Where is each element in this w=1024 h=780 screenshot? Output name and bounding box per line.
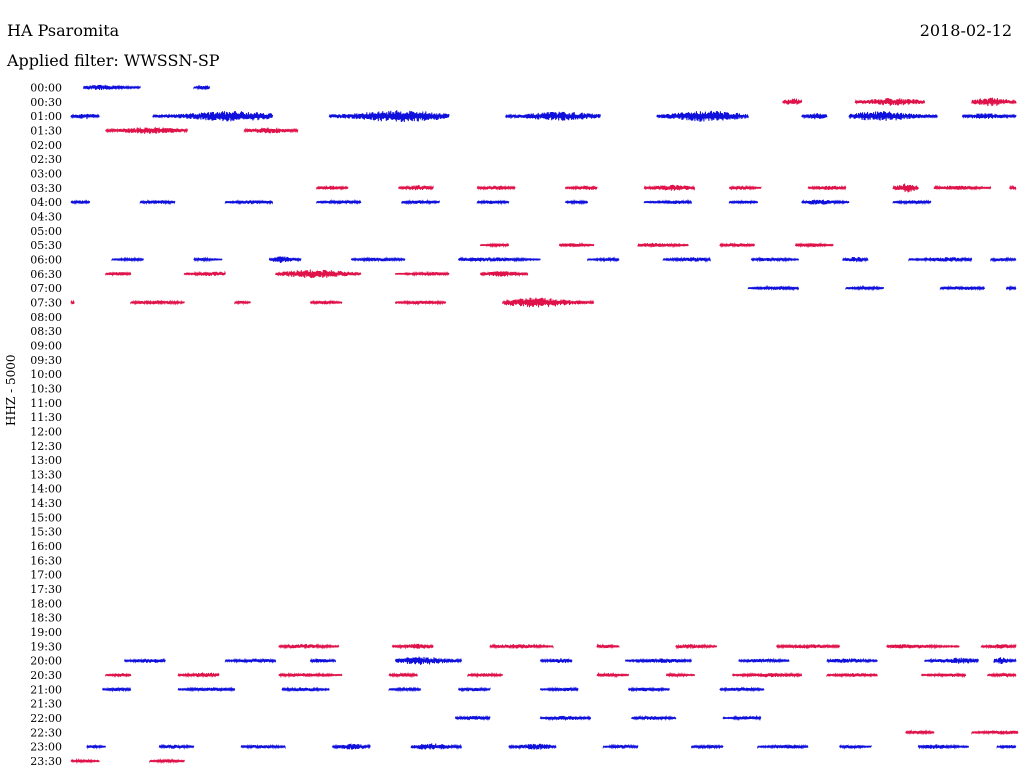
trace-segment bbox=[826, 657, 878, 664]
row-label: 06:30 bbox=[30, 268, 62, 281]
row-label: 14:00 bbox=[30, 483, 62, 496]
row-label: 03:00 bbox=[30, 167, 62, 180]
row-label: 07:00 bbox=[30, 282, 62, 295]
trace-segment bbox=[240, 743, 286, 750]
row-label: 21:00 bbox=[30, 683, 62, 696]
row-label: 14:30 bbox=[30, 497, 62, 510]
row-label: 11:00 bbox=[30, 397, 62, 410]
row-label: 23:00 bbox=[30, 741, 62, 754]
row-label: 12:00 bbox=[30, 425, 62, 438]
row-label: 20:30 bbox=[30, 669, 62, 682]
filter-label: Applied filter: WWSSN-SP bbox=[7, 51, 220, 70]
row-label: 16:00 bbox=[30, 540, 62, 553]
row-label: 03:30 bbox=[30, 182, 62, 195]
row-label: 22:30 bbox=[30, 726, 62, 739]
row-label: 20:00 bbox=[30, 655, 62, 668]
row-label: 11:30 bbox=[30, 411, 62, 424]
row-label: 09:00 bbox=[30, 339, 62, 352]
row-label: 10:00 bbox=[30, 368, 62, 381]
row-label: 05:30 bbox=[30, 239, 62, 252]
trace-segment bbox=[539, 715, 592, 722]
row-label: 22:00 bbox=[30, 712, 62, 725]
trace-segment bbox=[508, 743, 557, 750]
row-label: 13:30 bbox=[30, 468, 62, 481]
row-label: 23:30 bbox=[30, 755, 62, 768]
trace-segment bbox=[892, 183, 919, 193]
row-label: 15:30 bbox=[30, 526, 62, 539]
row-label: 09:30 bbox=[30, 354, 62, 367]
row-label: 01:00 bbox=[30, 110, 62, 123]
row-label: 04:30 bbox=[30, 210, 62, 223]
row-label: 13:00 bbox=[30, 454, 62, 467]
traces bbox=[70, 84, 1019, 765]
trace-segment bbox=[328, 110, 450, 123]
date-label: 2018-02-12 bbox=[919, 21, 1012, 40]
row-label: 16:30 bbox=[30, 554, 62, 567]
row-label: 15:00 bbox=[30, 511, 62, 524]
row-label: 06:00 bbox=[30, 253, 62, 266]
row-label: 18:00 bbox=[30, 597, 62, 610]
row-label: 12:30 bbox=[30, 440, 62, 453]
row-label: 17:30 bbox=[30, 583, 62, 596]
row-label: 19:30 bbox=[30, 640, 62, 653]
row-label: 07:30 bbox=[30, 296, 62, 309]
trace-segment bbox=[662, 256, 711, 263]
row-label: 17:00 bbox=[30, 569, 62, 582]
row-label: 04:00 bbox=[30, 196, 62, 209]
row-label: 00:00 bbox=[30, 82, 62, 95]
row-label: 19:00 bbox=[30, 626, 62, 639]
row-label: 08:00 bbox=[30, 311, 62, 324]
row-label: 10:30 bbox=[30, 382, 62, 395]
row-label: 02:30 bbox=[30, 153, 62, 166]
row-label: 05:00 bbox=[30, 225, 62, 238]
row-label: 08:30 bbox=[30, 325, 62, 338]
row-label: 18:30 bbox=[30, 612, 62, 625]
row-label: 21:30 bbox=[30, 698, 62, 711]
row-label: 02:00 bbox=[30, 139, 62, 152]
station-title: HA Psaromita bbox=[7, 21, 120, 40]
row-label: 00:30 bbox=[30, 96, 62, 109]
row-label: 01:30 bbox=[30, 124, 62, 137]
